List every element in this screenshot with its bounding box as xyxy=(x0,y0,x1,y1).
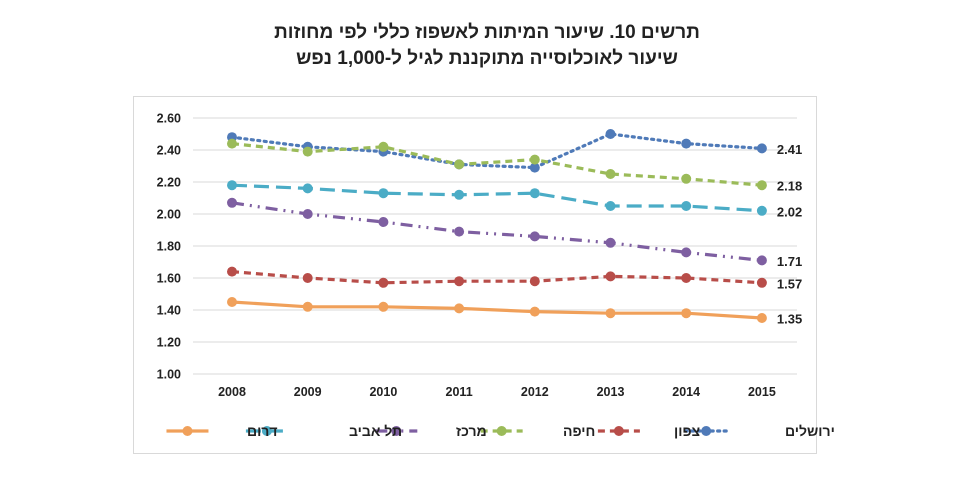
data-point xyxy=(378,217,389,227)
data-point xyxy=(378,188,389,199)
legend-swatch-marker xyxy=(391,426,402,436)
y-tick-label: 1.80 xyxy=(157,240,181,254)
data-point xyxy=(605,169,616,179)
data-point xyxy=(681,201,692,211)
data-point xyxy=(454,159,465,170)
data-point xyxy=(605,201,616,211)
data-point xyxy=(681,273,692,283)
x-tick-label: 2008 xyxy=(218,385,246,399)
data-point xyxy=(756,180,767,191)
legend-label: חיפה xyxy=(563,423,595,439)
y-tick-label: 2.20 xyxy=(157,176,181,190)
legend-swatch-marker xyxy=(496,426,507,436)
data-point xyxy=(605,308,616,319)
data-point xyxy=(378,277,389,288)
y-tick-label: 2.40 xyxy=(157,144,181,158)
series-line xyxy=(230,132,764,170)
data-point xyxy=(605,271,616,282)
data-point xyxy=(302,183,313,194)
x-tick-label: 2014 xyxy=(672,385,700,399)
data-point xyxy=(529,276,540,287)
data-point xyxy=(529,306,540,317)
data-point xyxy=(454,303,465,314)
data-point xyxy=(302,301,313,312)
data-point xyxy=(378,141,389,152)
data-point xyxy=(529,154,540,165)
series-line xyxy=(231,201,763,262)
data-label: 1.71 xyxy=(777,254,802,269)
data-point xyxy=(227,297,237,307)
legend-label: צפון xyxy=(674,423,700,439)
data-point xyxy=(302,146,313,157)
data-point xyxy=(227,180,237,191)
data-point xyxy=(378,301,389,312)
data-point xyxy=(227,266,237,277)
legend-swatch-marker xyxy=(613,426,624,436)
y-tick-label: 1.60 xyxy=(157,272,181,286)
data-point xyxy=(529,188,540,199)
data-point xyxy=(605,237,616,248)
data-point xyxy=(227,138,237,149)
chart-title-block: תרשים 10. שיעור המיתות לאשפוז כללי לפי מ… xyxy=(0,20,974,72)
data-point xyxy=(529,162,540,173)
data-label: 2.41 xyxy=(777,142,802,157)
legend-label: מרכז xyxy=(456,423,487,439)
y-tick-label: 1.20 xyxy=(157,336,181,350)
chart-subtitle: שיעור לאוכלוסייה מתוקננת לגיל ל-1,000 נפ… xyxy=(296,48,678,69)
legend-swatch-marker xyxy=(261,426,272,436)
legend-label: ירושלים xyxy=(785,423,835,439)
legend-swatch-marker xyxy=(701,426,712,436)
data-label: 2.02 xyxy=(777,204,802,219)
data-point xyxy=(681,247,692,258)
chart-title: תרשים 10. שיעור המיתות לאשפוז כללי לפי מ… xyxy=(274,22,700,43)
x-tick-label: 2010 xyxy=(369,385,397,399)
data-point xyxy=(756,143,767,154)
data-point xyxy=(454,226,465,237)
data-label: 1.57 xyxy=(777,276,802,291)
data-point xyxy=(681,138,692,149)
legend-label: דרום xyxy=(247,423,278,439)
data-point xyxy=(454,276,465,287)
series-line xyxy=(231,142,763,187)
data-point xyxy=(681,308,692,319)
x-tick-label: 2009 xyxy=(294,385,322,399)
y-tick-label: 1.00 xyxy=(157,368,181,382)
series-line xyxy=(231,183,763,213)
data-point xyxy=(756,313,767,323)
y-tick-label: 1.40 xyxy=(157,304,181,318)
data-point xyxy=(756,277,767,288)
data-point xyxy=(756,255,767,266)
data-label: 1.35 xyxy=(777,312,802,327)
legend-swatch-marker xyxy=(182,426,193,436)
data-point xyxy=(302,209,313,219)
y-tick-label: 2.60 xyxy=(157,112,181,126)
x-tick-label: 2012 xyxy=(521,385,549,399)
x-tick-label: 2013 xyxy=(597,385,625,399)
data-label: 2.18 xyxy=(777,179,802,194)
chart-frame xyxy=(133,96,817,454)
x-tick-label: 2015 xyxy=(748,385,776,399)
data-point xyxy=(681,173,692,184)
series-line xyxy=(231,300,763,320)
data-point xyxy=(529,231,540,242)
legend-label: תל אביב xyxy=(349,423,402,439)
series-line xyxy=(231,270,763,285)
data-point xyxy=(302,273,313,283)
data-point xyxy=(605,129,616,139)
data-point xyxy=(227,197,237,208)
y-tick-label: 2.00 xyxy=(157,208,181,222)
data-point xyxy=(454,189,465,200)
x-tick-label: 2011 xyxy=(446,385,473,399)
data-point xyxy=(756,205,767,216)
